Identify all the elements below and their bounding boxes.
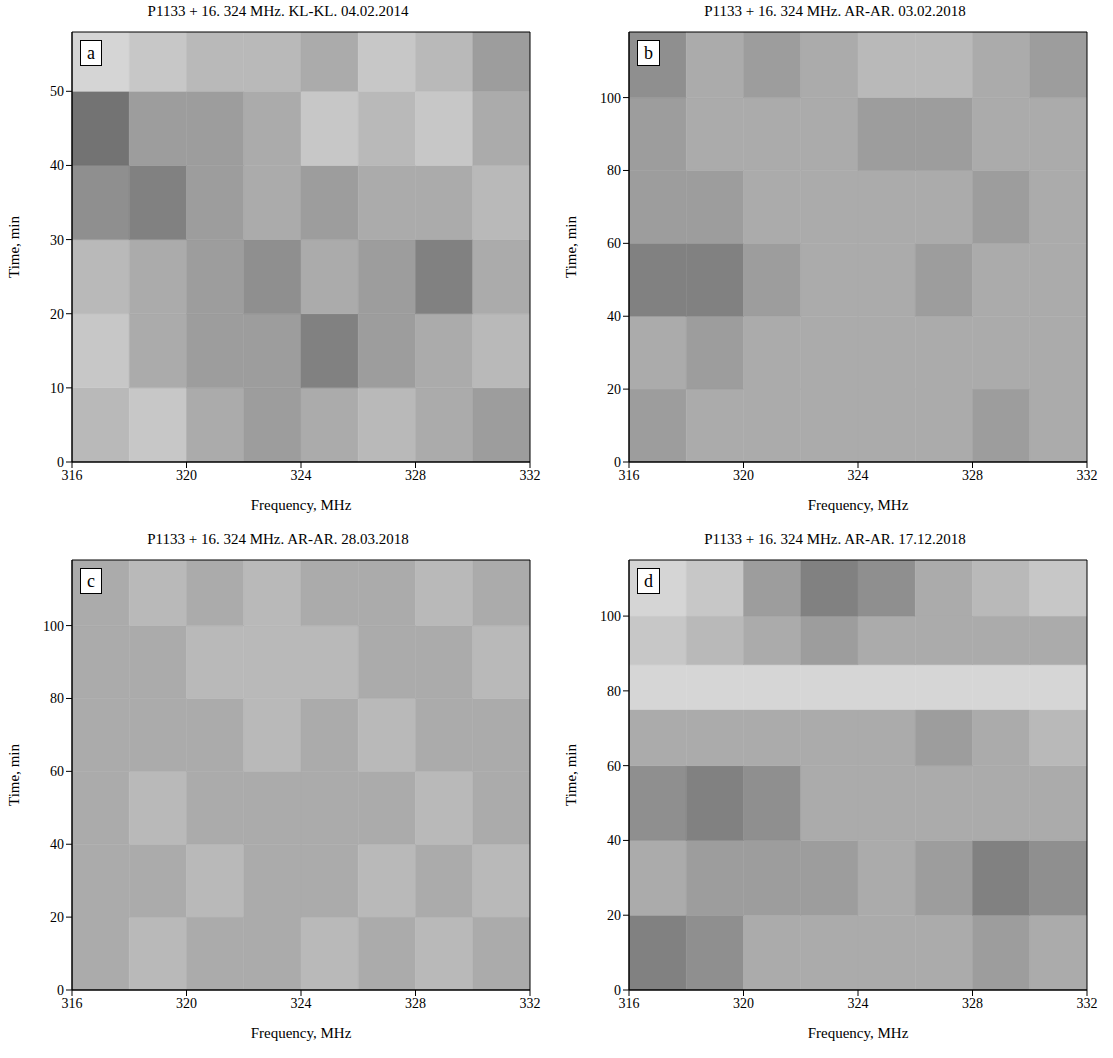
svg-text:316: 316 [619,468,640,483]
html-text:P1133 + 16. 324 MHz. AR-AR. 17: P1133 + 16. 324 MHz. AR-AR. 17.12.2018 [704,531,966,547]
svg-text:320: 320 [733,996,754,1011]
svg-text:0: 0 [57,983,64,998]
svg-text:80: 80 [607,684,621,699]
svg-text:316: 316 [619,996,640,1011]
svg-text:100: 100 [43,619,64,634]
svg-text:324: 324 [848,468,869,483]
svg-text:20: 20 [50,910,64,925]
svg-text:80: 80 [607,163,621,178]
svg-text:40: 40 [607,833,621,848]
svg-text:332: 332 [520,468,541,483]
svg-text:0: 0 [57,455,64,470]
svg-text:20: 20 [50,307,64,322]
html-text:b: b [644,43,653,63]
svg-text:50: 50 [50,84,64,99]
svg-text:328: 328 [962,468,983,483]
svg-text:Frequency, MHz: Frequency, MHz [251,497,352,513]
svg-text:324: 324 [291,468,312,483]
svg-text:40: 40 [50,158,64,173]
svg-text:Time, min: Time, min [6,744,22,806]
svg-text:316: 316 [62,468,83,483]
svg-text:Frequency, MHz: Frequency, MHz [808,497,909,513]
svg-text:324: 324 [291,996,312,1011]
svg-text:Time, min: Time, min [6,216,22,278]
html-text:P1133 + 16. 324 MHz. AR-AR. 28: P1133 + 16. 324 MHz. AR-AR. 28.03.2018 [147,531,409,547]
svg-text:20: 20 [607,908,621,923]
svg-text:60: 60 [607,759,621,774]
svg-text:60: 60 [607,236,621,251]
svg-text:328: 328 [405,468,426,483]
svg-text:324: 324 [848,996,869,1011]
svg-text:316: 316 [62,996,83,1011]
svg-text:80: 80 [50,691,64,706]
svg-text:332: 332 [1077,468,1098,483]
html-text:a: a [87,43,95,63]
svg-text:320: 320 [176,468,197,483]
svg-text:Time, min: Time, min [563,744,579,806]
svg-text:30: 30 [50,233,64,248]
svg-text:332: 332 [1077,996,1098,1011]
svg-text:60: 60 [50,764,64,779]
html-text:P1133 + 16. 324 MHz. AR-AR. 03: P1133 + 16. 324 MHz. AR-AR. 03.02.2018 [704,3,966,19]
svg-text:Frequency, MHz: Frequency, MHz [251,1025,352,1041]
svg-text:320: 320 [176,996,197,1011]
svg-text:332: 332 [520,996,541,1011]
svg-text:0: 0 [614,983,621,998]
svg-text:100: 100 [600,91,621,106]
svg-text:0: 0 [614,455,621,470]
html-text:P1133 + 16. 324 MHz. KL-KL. 04: P1133 + 16. 324 MHz. KL-KL. 04.02.2014 [147,3,409,19]
svg-text:Time, min: Time, min [563,216,579,278]
svg-text:328: 328 [962,996,983,1011]
svg-text:100: 100 [600,609,621,624]
svg-text:40: 40 [607,309,621,324]
svg-text:40: 40 [50,837,64,852]
svg-text:10: 10 [50,381,64,396]
svg-text:320: 320 [733,468,754,483]
html-text:c: c [87,571,95,591]
svg-text:Frequency, MHz: Frequency, MHz [808,1025,909,1041]
html-text:d: d [644,571,653,591]
svg-text:20: 20 [607,382,621,397]
svg-text:328: 328 [405,996,426,1011]
